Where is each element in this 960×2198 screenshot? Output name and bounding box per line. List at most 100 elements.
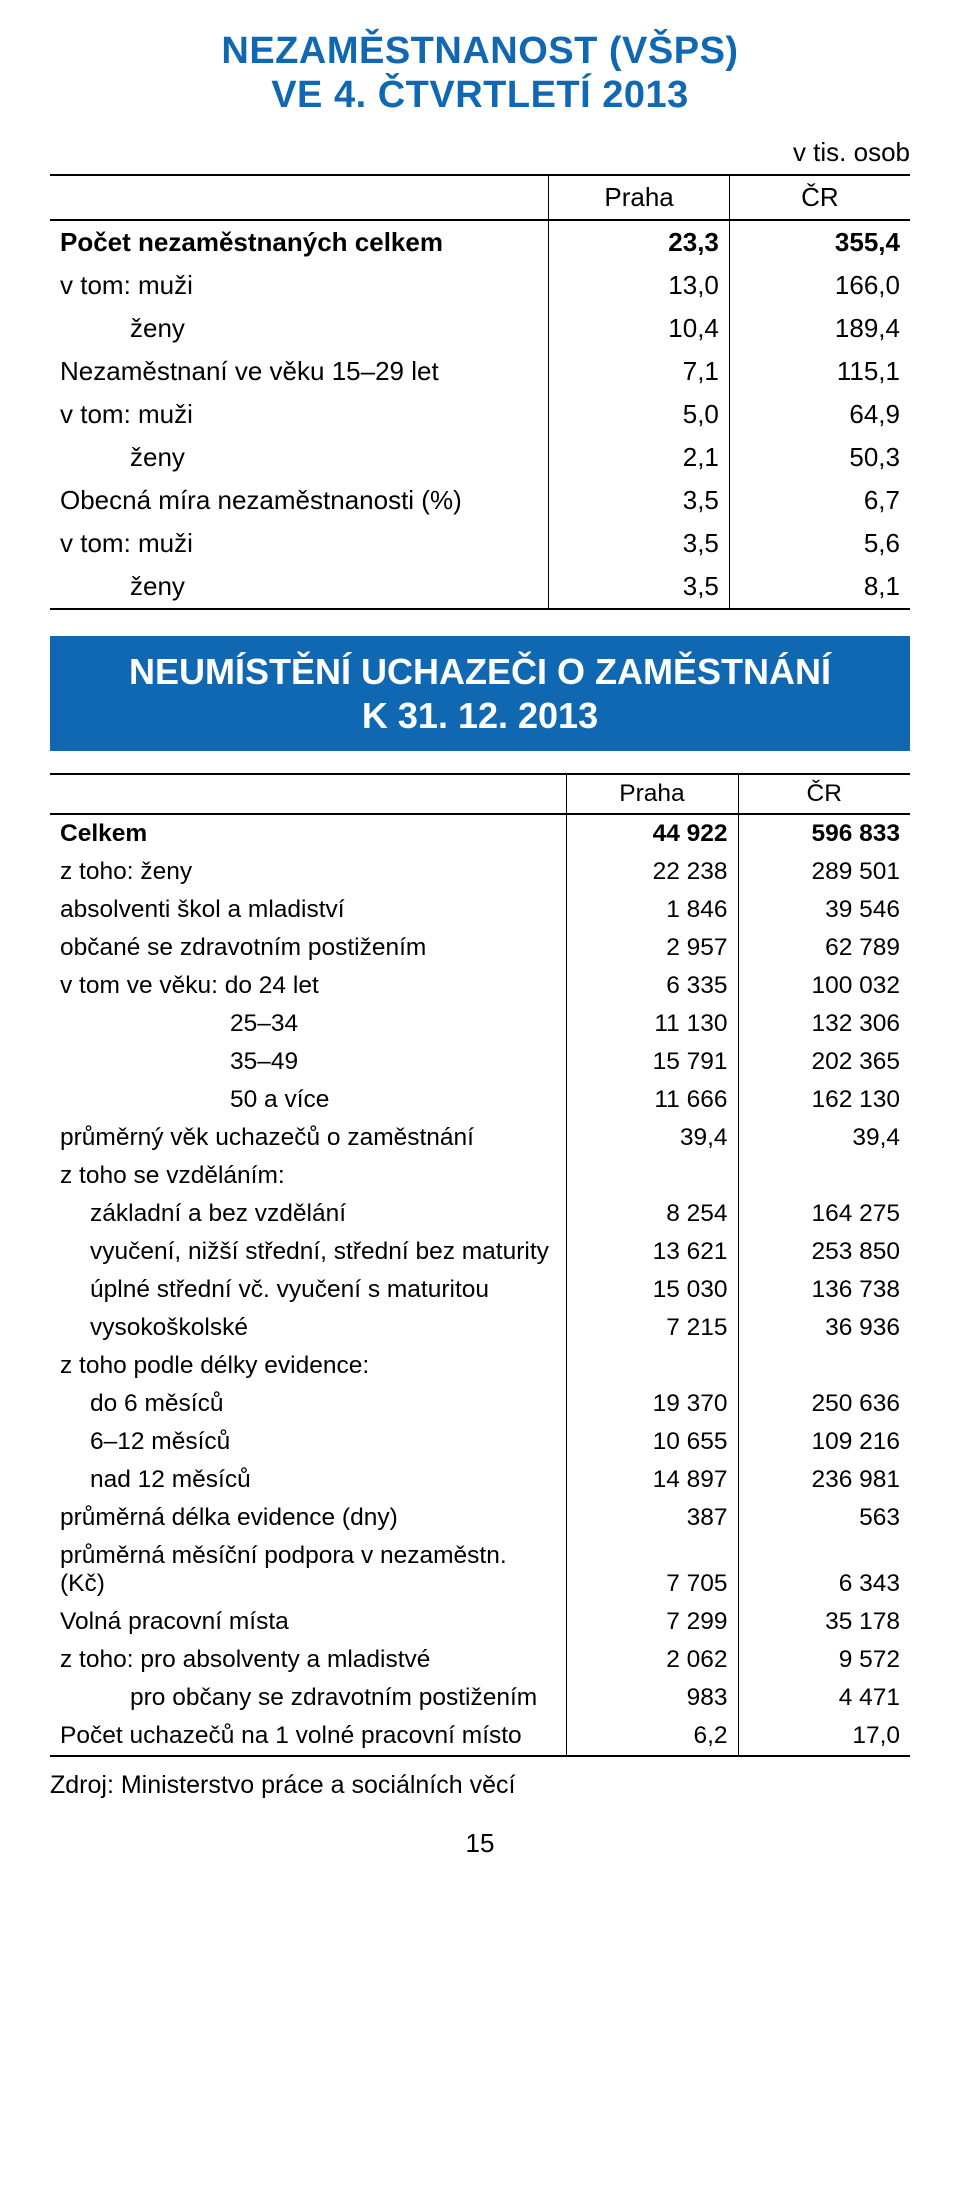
- row-label: v tom: muži: [50, 522, 549, 565]
- value-cr: 189,4: [729, 307, 910, 350]
- header-cr: ČR: [729, 175, 910, 220]
- page-number: 15: [50, 1828, 910, 1859]
- value-praha: 3,5: [549, 565, 730, 609]
- value-praha: 2 957: [566, 929, 738, 967]
- value-praha: 3,5: [549, 479, 730, 522]
- table-row: do 6 měsíců19 370250 636: [50, 1385, 910, 1423]
- unemployment-table: Praha ČR Počet nezaměstnaných celkem23,3…: [50, 174, 910, 610]
- table-row: absolventi škol a mladiství1 84639 546: [50, 891, 910, 929]
- value-praha: 7 215: [566, 1309, 738, 1347]
- table-row: základní a bez vzdělání8 254164 275: [50, 1195, 910, 1233]
- header-praha: Praha: [566, 774, 738, 814]
- value-praha: 11 130: [566, 1005, 738, 1043]
- value-praha: 19 370: [566, 1385, 738, 1423]
- value-cr: 355,4: [729, 220, 910, 264]
- value-cr: 202 365: [738, 1043, 910, 1081]
- value-praha: 6 335: [566, 967, 738, 1005]
- value-cr: 8,1: [729, 565, 910, 609]
- value-cr: 6,7: [729, 479, 910, 522]
- value-praha: 15 791: [566, 1043, 738, 1081]
- value-praha: 8 254: [566, 1195, 738, 1233]
- value-cr: 136 738: [738, 1271, 910, 1309]
- value-cr: 6 343: [738, 1537, 910, 1603]
- value-praha: 10,4: [549, 307, 730, 350]
- value-cr: 5,6: [729, 522, 910, 565]
- value-cr: 39 546: [738, 891, 910, 929]
- value-praha: 3,5: [549, 522, 730, 565]
- table-row: Počet nezaměstnaných celkem23,3355,4: [50, 220, 910, 264]
- section-banner: NEUMÍSTĚNÍ UCHAZEČI O ZAMĚSTNÁNÍ K 31. 1…: [50, 636, 910, 750]
- table-row: Celkem44 922596 833: [50, 814, 910, 853]
- value-cr: 64,9: [729, 393, 910, 436]
- table-row: průměrný věk uchazečů o zaměstnání39,439…: [50, 1119, 910, 1157]
- row-label: Počet uchazečů na 1 volné pracovní místo: [50, 1717, 566, 1756]
- table-row: v tom ve věku: do 24 let6 335100 032: [50, 967, 910, 1005]
- row-label: nad 12 měsíců: [50, 1461, 566, 1499]
- value-praha: 44 922: [566, 814, 738, 853]
- table-row: z toho: pro absolventy a mladistvé2 0629…: [50, 1641, 910, 1679]
- value-cr: 132 306: [738, 1005, 910, 1043]
- row-label: do 6 měsíců: [50, 1385, 566, 1423]
- value-cr: 39,4: [738, 1119, 910, 1157]
- value-praha: 23,3: [549, 220, 730, 264]
- title-line-1: NEZAMĚSTNANOST (VŠPS): [221, 30, 738, 72]
- table-row: ženy2,150,3: [50, 436, 910, 479]
- value-praha: 13,0: [549, 264, 730, 307]
- row-label: základní a bez vzdělání: [50, 1195, 566, 1233]
- table-row: Počet uchazečů na 1 volné pracovní místo…: [50, 1717, 910, 1756]
- value-praha: [566, 1157, 738, 1195]
- value-praha: 39,4: [566, 1119, 738, 1157]
- row-label: Volná pracovní místa: [50, 1603, 566, 1641]
- row-label: z toho podle délky evidence:: [50, 1347, 566, 1385]
- table-row: v tom: muži13,0166,0: [50, 264, 910, 307]
- value-praha: 11 666: [566, 1081, 738, 1119]
- value-cr: 164 275: [738, 1195, 910, 1233]
- value-cr: 4 471: [738, 1679, 910, 1717]
- value-cr: 563: [738, 1499, 910, 1537]
- table-row: nad 12 měsíců14 897236 981: [50, 1461, 910, 1499]
- value-cr: 109 216: [738, 1423, 910, 1461]
- value-praha: 5,0: [549, 393, 730, 436]
- row-label: z toho se vzděláním:: [50, 1157, 566, 1195]
- value-praha: 10 655: [566, 1423, 738, 1461]
- row-label: 35–49: [50, 1043, 566, 1081]
- banner-line-1: NEUMÍSTĚNÍ UCHAZEČI O ZAMĚSTNÁNÍ: [129, 651, 831, 692]
- table-row: 35–4915 791202 365: [50, 1043, 910, 1081]
- table-row: v tom: muži3,55,6: [50, 522, 910, 565]
- table-row: z toho se vzděláním:: [50, 1157, 910, 1195]
- row-label: ženy: [50, 307, 549, 350]
- row-label: Počet nezaměstnaných celkem: [50, 220, 549, 264]
- value-cr: 35 178: [738, 1603, 910, 1641]
- row-label: ženy: [50, 565, 549, 609]
- page-title: NEZAMĚSTNANOST (VŠPS) VE 4. ČTVRTLETÍ 20…: [50, 30, 910, 117]
- row-label: ženy: [50, 436, 549, 479]
- row-label: Nezaměstnaní ve věku 15–29 let: [50, 350, 549, 393]
- row-label: absolventi škol a mladiství: [50, 891, 566, 929]
- value-cr: 596 833: [738, 814, 910, 853]
- value-praha: 14 897: [566, 1461, 738, 1499]
- value-praha: 1 846: [566, 891, 738, 929]
- value-praha: 7,1: [549, 350, 730, 393]
- value-cr: 289 501: [738, 853, 910, 891]
- row-label: Obecná míra nezaměstnanosti (%): [50, 479, 549, 522]
- value-praha: 2,1: [549, 436, 730, 479]
- table-row: v tom: muži5,064,9: [50, 393, 910, 436]
- table-row: 50 a více11 666162 130: [50, 1081, 910, 1119]
- row-label: úplné střední vč. vyučení s maturitou: [50, 1271, 566, 1309]
- row-label: Celkem: [50, 814, 566, 853]
- row-label: 50 a více: [50, 1081, 566, 1119]
- value-cr: 50,3: [729, 436, 910, 479]
- row-label: vysokoškolské: [50, 1309, 566, 1347]
- value-cr: [738, 1347, 910, 1385]
- unit-label: v tis. osob: [50, 137, 910, 168]
- page-title-block: NEZAMĚSTNANOST (VŠPS) VE 4. ČTVRTLETÍ 20…: [50, 30, 910, 117]
- row-label: vyučení, nižší střední, střední bez matu…: [50, 1233, 566, 1271]
- table-row: Volná pracovní místa7 29935 178: [50, 1603, 910, 1641]
- value-cr: [738, 1157, 910, 1195]
- row-label: 6–12 měsíců: [50, 1423, 566, 1461]
- row-label: v tom ve věku: do 24 let: [50, 967, 566, 1005]
- row-label: občané se zdravotním postižením: [50, 929, 566, 967]
- table-row: z toho: ženy22 238289 501: [50, 853, 910, 891]
- header-empty: [50, 774, 566, 814]
- row-label: 25–34: [50, 1005, 566, 1043]
